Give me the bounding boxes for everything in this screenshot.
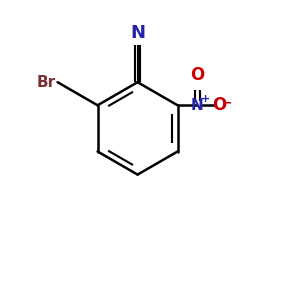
Text: N: N	[130, 25, 145, 43]
Text: +: +	[201, 94, 210, 104]
Text: N: N	[191, 98, 204, 113]
Text: O: O	[212, 96, 226, 114]
Text: O: O	[190, 66, 204, 84]
Text: Br: Br	[37, 75, 56, 90]
Text: −: −	[221, 97, 232, 110]
